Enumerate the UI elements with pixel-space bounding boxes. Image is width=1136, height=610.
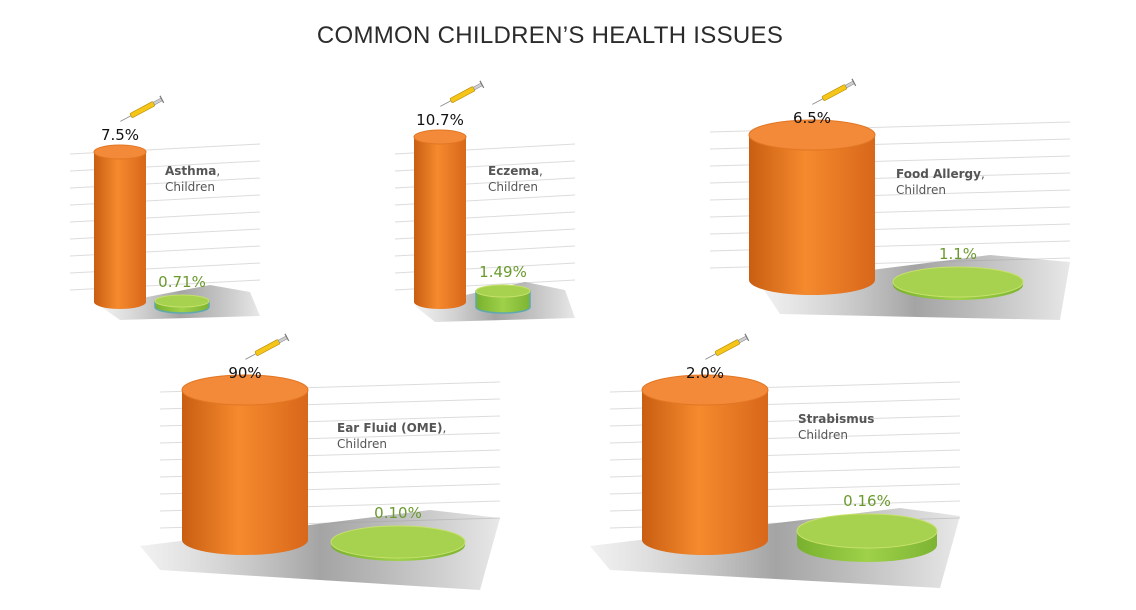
syringe-icon	[812, 78, 857, 105]
value-label-comparison: 1.49%	[479, 263, 527, 281]
category-sublabel: Children	[165, 180, 215, 194]
category-label: Eczema,	[488, 164, 543, 178]
category-sublabel: Children	[798, 428, 848, 442]
chart-panel-4: 90% 0.10% Ear Fluid (OME), Children	[140, 333, 501, 590]
chart-title: COMMON CHILDREN’S HEALTH ISSUES	[316, 22, 784, 49]
bar-children	[413, 129, 467, 309]
syringe-icon	[440, 80, 485, 107]
category-label: Strabismus	[798, 412, 874, 426]
category-sublabel: Children	[337, 437, 387, 451]
value-label-comparison: 1.1%	[939, 245, 977, 263]
bar-comparison	[892, 266, 1024, 300]
value-label-children: 10.7%	[416, 111, 464, 129]
bar-comparison	[796, 513, 938, 562]
value-label-children: 7.5%	[101, 126, 139, 144]
value-label-comparison: 0.16%	[843, 492, 891, 510]
bar-children	[641, 374, 769, 555]
bar-comparison	[330, 525, 466, 561]
bar-children	[748, 119, 876, 295]
value-label-children: 2.0%	[686, 364, 724, 382]
value-label-children: 6.5%	[793, 109, 831, 127]
category-label: Asthma,	[165, 164, 220, 178]
chart-panel-3: 6.5% 1.1% Food Allergy, Children	[709, 78, 1071, 320]
category-label: Ear Fluid (OME),	[337, 421, 446, 435]
chart-panel-5: 2.0% 0.16% Strabismus Children	[590, 333, 961, 588]
syringe-icon	[705, 333, 750, 360]
category-label: Food Allergy,	[896, 167, 985, 181]
bar-children	[93, 144, 147, 309]
category-sublabel: Children	[896, 183, 946, 197]
bar-comparison	[475, 284, 531, 314]
value-label-comparison: 0.10%	[374, 504, 422, 522]
syringe-icon	[120, 95, 165, 122]
chart-panel-2: 10.7% 1.49% Eczema, Children	[394, 80, 576, 322]
bar-children	[181, 374, 309, 555]
value-label-comparison: 0.71%	[158, 273, 206, 291]
chart-panel-1: 7.5% 0.71% Asthma, Children	[69, 95, 261, 320]
bar-comparison	[154, 294, 210, 314]
category-sublabel: Children	[488, 180, 538, 194]
value-label-children: 90%	[228, 364, 261, 382]
syringe-icon	[245, 333, 290, 360]
